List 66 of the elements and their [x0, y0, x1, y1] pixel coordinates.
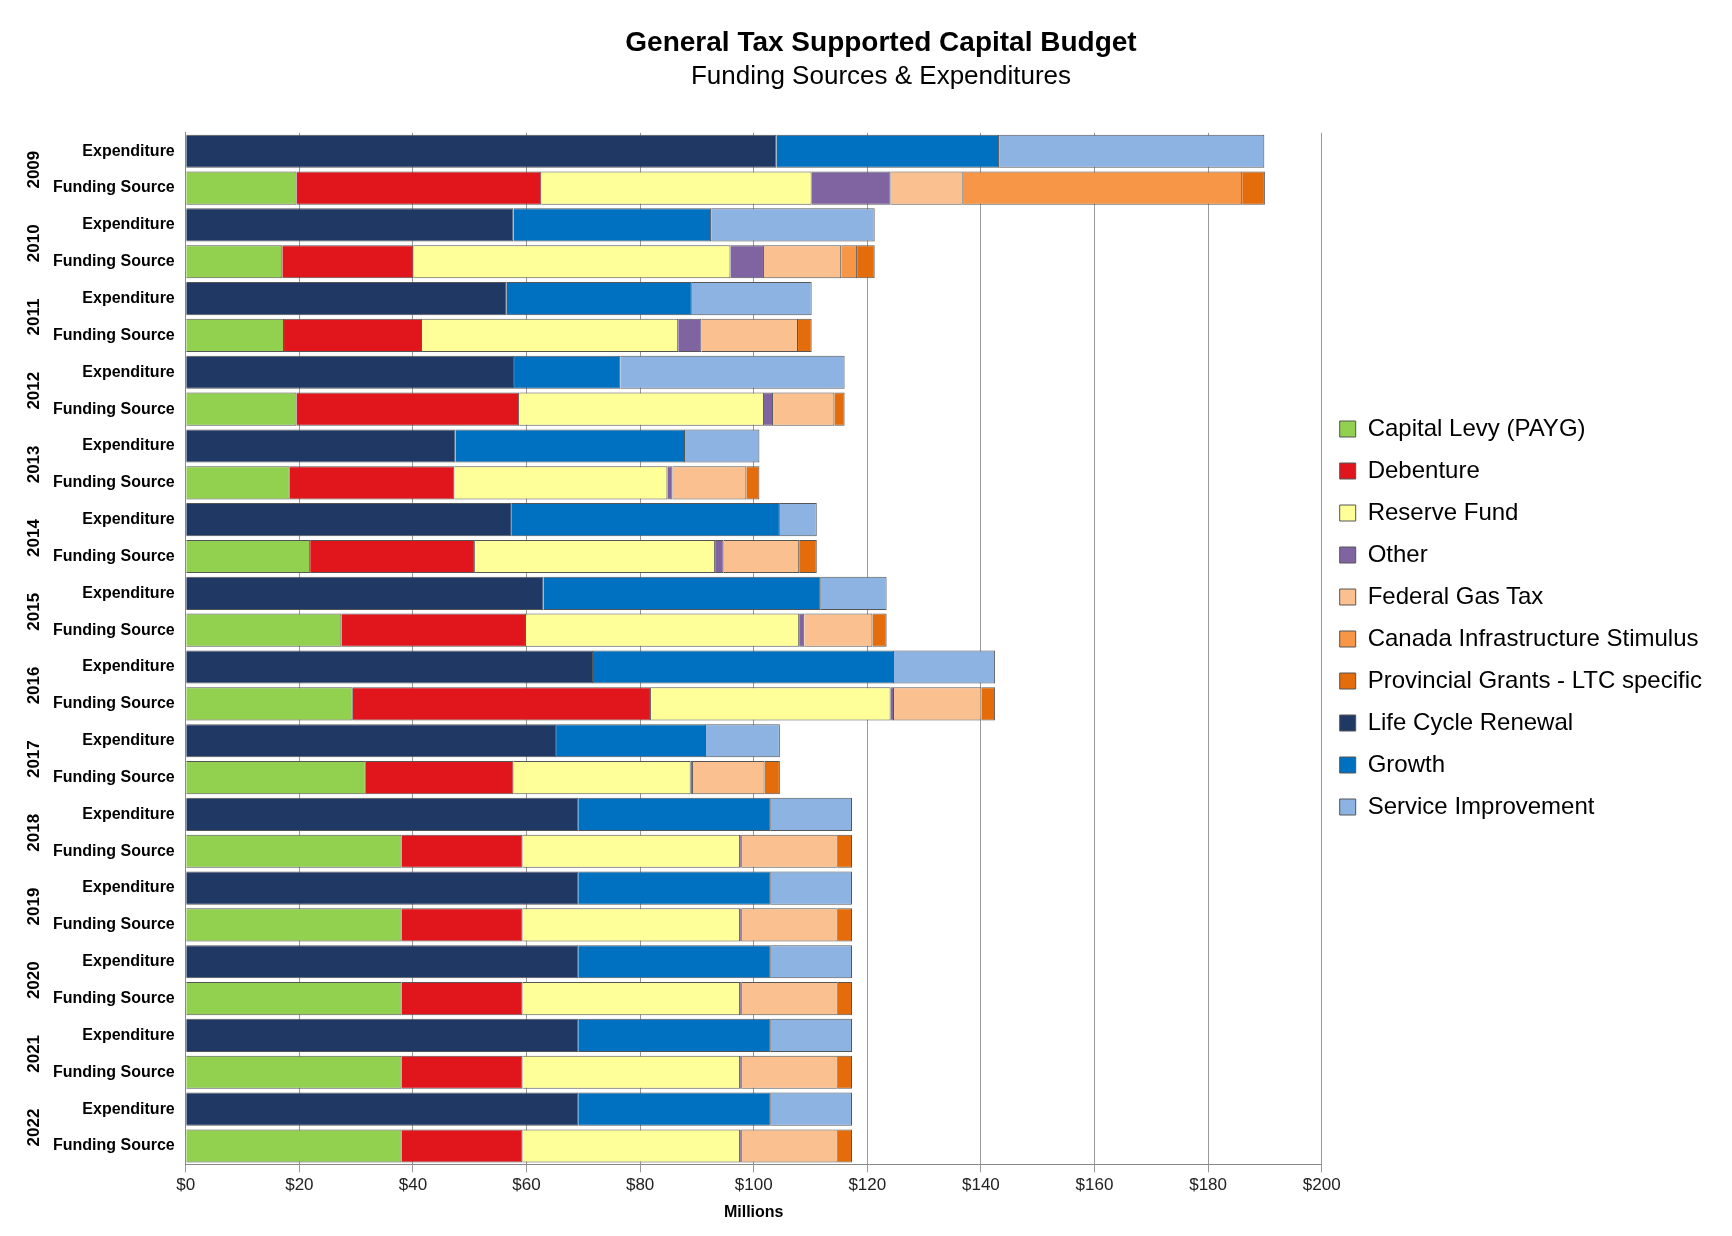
- x-tick-label: $100: [734, 1175, 773, 1195]
- y-tick-label: Funding Source: [52, 399, 175, 417]
- legend-label: Capital Levy (PAYG): [1367, 413, 1586, 441]
- y-tick-label: Funding Source: [52, 546, 175, 564]
- legend-label: Debenture: [1367, 455, 1480, 483]
- text: 2018: [23, 813, 43, 852]
- legend-label: Canada Infrastructure Stimulus: [1367, 623, 1699, 651]
- y-tick-label: Funding Source: [52, 1062, 175, 1080]
- y-tick-label: Expenditure: [82, 952, 175, 970]
- text: 2013: [23, 445, 43, 484]
- x-axis-title: Millions: [723, 1202, 784, 1220]
- text: 2011: [23, 298, 43, 336]
- y-tick-label: Expenditure: [82, 731, 175, 749]
- text: 2014: [23, 518, 43, 557]
- text: 2021: [23, 1034, 43, 1073]
- legend-label: Reserve Fund: [1367, 497, 1519, 525]
- x-tick-label: $20: [285, 1175, 314, 1195]
- x-tick-label: $160: [1075, 1175, 1114, 1195]
- chart-title: General Tax Supported Capital Budget: [625, 25, 1137, 57]
- text: 2009: [23, 150, 43, 189]
- y-tick-label: Expenditure: [82, 215, 175, 233]
- y-tick-label: Expenditure: [82, 804, 175, 822]
- y-tick-label: Expenditure: [82, 141, 175, 159]
- text: 2016: [23, 666, 43, 705]
- y-tick-label: Expenditure: [82, 362, 175, 380]
- legend-label: Service Improvement: [1367, 791, 1595, 819]
- y-tick-label: Expenditure: [82, 436, 175, 454]
- text: 2020: [23, 961, 43, 1000]
- legend-label: Federal Gas Tax: [1367, 581, 1544, 609]
- y-tick-label: Expenditure: [82, 583, 175, 601]
- y-tick-label: Funding Source: [52, 989, 175, 1007]
- text: 2019: [23, 887, 43, 926]
- y-tick-label: Funding Source: [52, 1136, 175, 1154]
- y-tick-label: Expenditure: [82, 289, 175, 306]
- y-tick-label: Funding Source: [52, 620, 175, 638]
- legend-label: Provincial Grants - LTC specific: [1367, 665, 1702, 693]
- text: 2022: [23, 1108, 43, 1147]
- text: 2010: [23, 224, 43, 263]
- y-tick-label: Expenditure: [82, 878, 175, 896]
- chart-subtitle: Funding Sources & Expenditures: [690, 60, 1072, 91]
- y-tick-label: Funding Source: [52, 767, 175, 785]
- y-tick-label: Funding Source: [52, 841, 175, 859]
- y-tick-label: Expenditure: [82, 657, 175, 675]
- text: 2017: [23, 740, 43, 779]
- x-tick-label: $120: [848, 1175, 887, 1195]
- text: 2012: [23, 371, 43, 410]
- y-tick-label: Funding Source: [52, 473, 175, 491]
- y-tick-label: Funding Source: [52, 915, 175, 933]
- y-tick-label: Expenditure: [82, 1025, 175, 1043]
- y-tick-label: Funding Source: [52, 178, 175, 196]
- x-tick-label: $140: [962, 1175, 1000, 1195]
- x-tick-label: $0: [176, 1175, 196, 1195]
- x-tick-label: $80: [625, 1175, 655, 1195]
- y-tick-label: Expenditure: [82, 1099, 175, 1117]
- text: 2015: [23, 592, 43, 631]
- x-tick-label: $200: [1302, 1175, 1341, 1195]
- x-tick-label: $180: [1189, 1175, 1228, 1195]
- y-tick-label: Expenditure: [82, 510, 175, 528]
- legend-label: Life Cycle Renewal: [1367, 707, 1574, 735]
- y-tick-label: Funding Source: [52, 252, 175, 270]
- y-tick-label: Funding Source: [52, 325, 175, 343]
- x-tick-label: $40: [398, 1175, 428, 1195]
- legend-label: Growth: [1367, 749, 1446, 777]
- x-tick-label: $60: [512, 1175, 541, 1195]
- y-tick-label: Funding Source: [52, 694, 175, 712]
- legend-label: Other: [1367, 539, 1428, 567]
